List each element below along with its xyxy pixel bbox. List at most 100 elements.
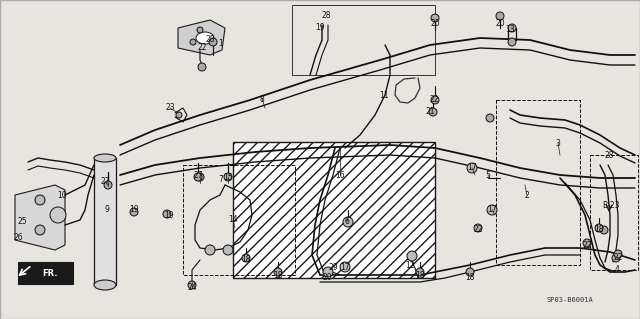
Bar bbox=[233, 142, 435, 278]
Text: 22: 22 bbox=[197, 43, 207, 53]
Bar bbox=[292, 5, 435, 75]
Polygon shape bbox=[15, 185, 65, 250]
Circle shape bbox=[486, 114, 494, 122]
Text: 19: 19 bbox=[164, 211, 174, 219]
Text: 18: 18 bbox=[241, 255, 251, 263]
Text: 28: 28 bbox=[604, 151, 614, 160]
Text: 28: 28 bbox=[321, 11, 331, 19]
Bar bbox=[94, 158, 116, 285]
Circle shape bbox=[50, 207, 66, 223]
Text: 29: 29 bbox=[328, 263, 338, 272]
Ellipse shape bbox=[94, 154, 116, 162]
Text: 2: 2 bbox=[525, 190, 529, 199]
Text: 22: 22 bbox=[473, 226, 483, 234]
Text: 20: 20 bbox=[495, 19, 505, 28]
Polygon shape bbox=[178, 20, 225, 55]
Circle shape bbox=[431, 96, 439, 104]
Text: SP03-B6001A: SP03-B6001A bbox=[547, 297, 593, 303]
Circle shape bbox=[407, 251, 417, 261]
Circle shape bbox=[323, 267, 333, 277]
Text: 1: 1 bbox=[219, 40, 223, 48]
Text: 20: 20 bbox=[322, 273, 332, 283]
Text: 5: 5 bbox=[486, 170, 490, 180]
Ellipse shape bbox=[94, 280, 116, 290]
Circle shape bbox=[487, 205, 497, 215]
Text: 11: 11 bbox=[380, 91, 388, 100]
Circle shape bbox=[614, 250, 622, 258]
Text: 9: 9 bbox=[104, 205, 109, 214]
Text: 17: 17 bbox=[487, 205, 497, 214]
Bar bbox=[496, 100, 580, 265]
Text: 24: 24 bbox=[187, 284, 197, 293]
Circle shape bbox=[188, 281, 196, 289]
Text: 8: 8 bbox=[260, 94, 264, 103]
Circle shape bbox=[176, 112, 182, 118]
Text: 19: 19 bbox=[129, 205, 139, 214]
Ellipse shape bbox=[196, 32, 214, 44]
Text: 13: 13 bbox=[505, 26, 515, 34]
Circle shape bbox=[197, 27, 203, 33]
Text: 16: 16 bbox=[335, 170, 345, 180]
Circle shape bbox=[194, 173, 202, 181]
Circle shape bbox=[224, 173, 232, 181]
Text: 6: 6 bbox=[344, 218, 349, 226]
Circle shape bbox=[583, 239, 591, 247]
Text: B-23: B-23 bbox=[602, 201, 620, 210]
Text: 4: 4 bbox=[614, 265, 620, 275]
Circle shape bbox=[223, 245, 233, 255]
Text: 7: 7 bbox=[219, 174, 223, 183]
Text: 22: 22 bbox=[429, 95, 439, 105]
Bar bbox=[590, 155, 638, 270]
Circle shape bbox=[274, 268, 282, 276]
Text: 22: 22 bbox=[613, 253, 623, 262]
Text: 21: 21 bbox=[425, 108, 435, 116]
Circle shape bbox=[343, 217, 353, 227]
Circle shape bbox=[474, 224, 482, 232]
Circle shape bbox=[242, 254, 250, 262]
Text: 18: 18 bbox=[273, 271, 283, 279]
Circle shape bbox=[198, 63, 206, 71]
Bar bbox=[18, 262, 73, 284]
Circle shape bbox=[431, 14, 439, 22]
Circle shape bbox=[612, 254, 620, 262]
Circle shape bbox=[190, 39, 196, 45]
Text: 3: 3 bbox=[556, 138, 561, 147]
Text: 27: 27 bbox=[193, 172, 203, 181]
Text: 18: 18 bbox=[465, 272, 475, 281]
Circle shape bbox=[496, 12, 504, 20]
Text: 28: 28 bbox=[205, 35, 215, 44]
Circle shape bbox=[340, 262, 350, 272]
Circle shape bbox=[508, 24, 516, 32]
Text: 14: 14 bbox=[228, 216, 238, 225]
Circle shape bbox=[35, 225, 45, 235]
Circle shape bbox=[595, 224, 603, 232]
Text: 10: 10 bbox=[57, 190, 67, 199]
Text: 27: 27 bbox=[100, 177, 110, 187]
Text: 18: 18 bbox=[595, 226, 604, 234]
Text: 17: 17 bbox=[467, 164, 477, 173]
Text: 19: 19 bbox=[315, 23, 325, 32]
Circle shape bbox=[163, 210, 171, 218]
Text: 12: 12 bbox=[405, 262, 415, 271]
Circle shape bbox=[429, 108, 437, 116]
Circle shape bbox=[416, 268, 424, 276]
Circle shape bbox=[467, 163, 477, 173]
Circle shape bbox=[205, 245, 215, 255]
Text: 23: 23 bbox=[165, 103, 175, 113]
Circle shape bbox=[35, 195, 45, 205]
Circle shape bbox=[508, 38, 516, 46]
Text: 15: 15 bbox=[223, 173, 233, 182]
Text: 25: 25 bbox=[17, 218, 27, 226]
Circle shape bbox=[600, 226, 608, 234]
Text: 26: 26 bbox=[13, 234, 23, 242]
Text: 17: 17 bbox=[340, 263, 350, 271]
Text: 18: 18 bbox=[415, 271, 425, 280]
Text: 22: 22 bbox=[582, 241, 592, 250]
Circle shape bbox=[196, 173, 204, 181]
Circle shape bbox=[104, 181, 112, 189]
Circle shape bbox=[209, 38, 217, 46]
Text: FR.: FR. bbox=[42, 270, 58, 278]
Text: 20: 20 bbox=[430, 19, 440, 28]
Circle shape bbox=[466, 268, 474, 276]
Bar bbox=[183, 165, 295, 275]
